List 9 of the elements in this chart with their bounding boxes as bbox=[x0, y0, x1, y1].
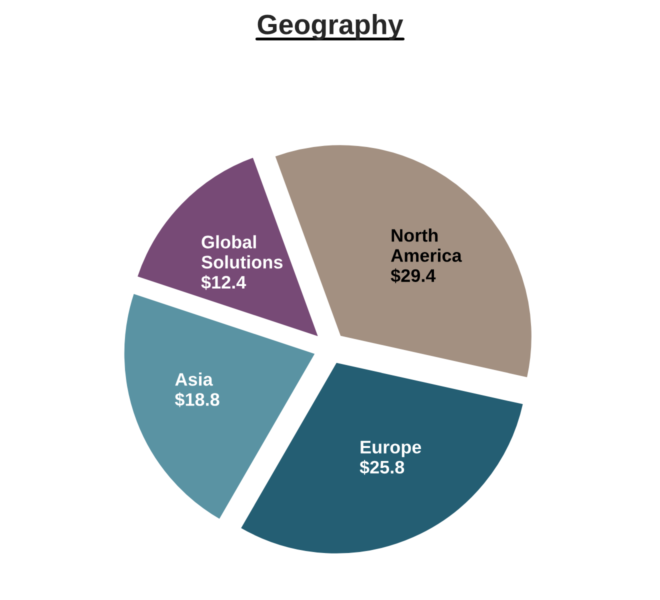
slice-label: North America bbox=[391, 228, 462, 262]
data-label: $18.8 bbox=[174, 392, 220, 408]
chart-title: Geography bbox=[258, 14, 404, 40]
slice-label: Asia bbox=[175, 372, 213, 386]
slice-label: Global Solutions bbox=[202, 235, 282, 269]
data-label: $29.4 bbox=[390, 268, 436, 284]
data-label: $12.4 bbox=[201, 275, 246, 290]
data-label: $25.8 bbox=[360, 460, 404, 475]
slice-label: Europe bbox=[360, 440, 422, 458]
